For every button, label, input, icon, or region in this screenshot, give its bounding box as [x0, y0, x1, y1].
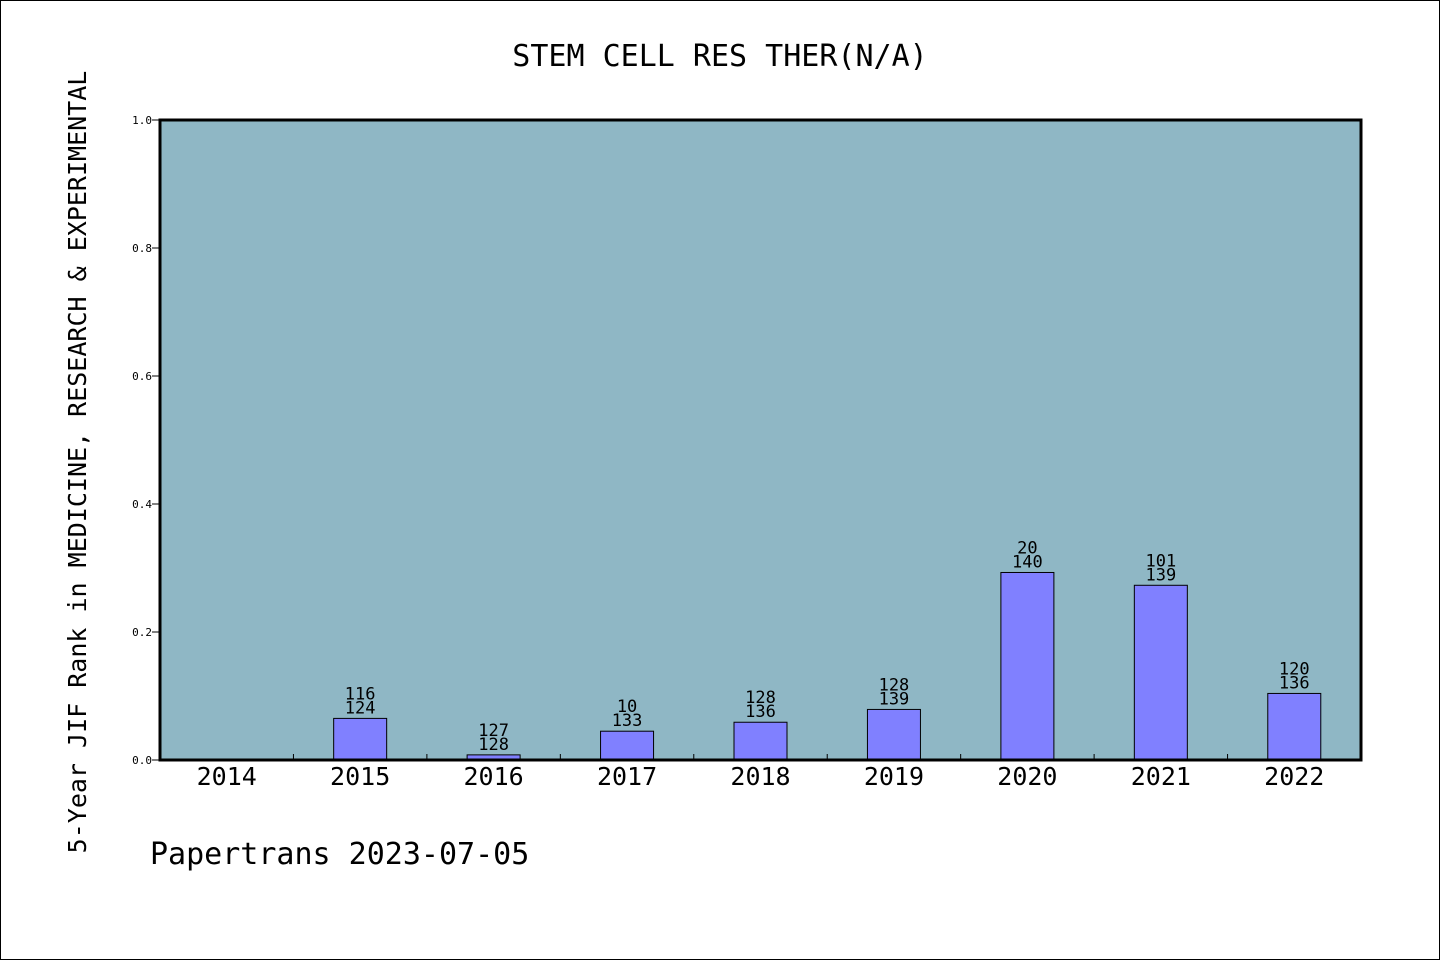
x-tick-label: 2015 [330, 762, 390, 791]
bar-label-total: 140 [1012, 552, 1043, 572]
bars-group [333, 571, 1322, 761]
x-tick-label: 2021 [1131, 762, 1191, 791]
bar-label-total: 139 [879, 689, 910, 709]
x-tick-label: 2020 [997, 762, 1057, 791]
x-axis-labels: 2014 2015 2016 2017 2018 2019 2020 2021 2022 [197, 762, 1325, 791]
bar-label-total: 136 [1279, 673, 1310, 693]
bar-label-rank: 128 [879, 675, 910, 695]
x-tick-label: 2016 [464, 762, 524, 791]
bar-2021 [1133, 584, 1188, 761]
bar-label-rank: 128 [745, 688, 776, 708]
bar-2017 [600, 730, 655, 761]
bar-2015 [333, 717, 388, 761]
x-tick-label: 2022 [1264, 762, 1324, 791]
x-tick-label: 2014 [197, 762, 257, 791]
x-tick-label: 2019 [864, 762, 924, 791]
footer-text: Papertrans 2023-07-05 [150, 837, 529, 872]
bar-label-rank: 127 [478, 721, 509, 741]
bar-label-total: 139 [1145, 565, 1176, 585]
y-axis-ticks: 0.0 0.2 0.4 0.6 0.8 1.0 [132, 114, 160, 767]
plot-frame [158, 118, 1363, 762]
bar-label-rank: 101 [1145, 551, 1176, 571]
y-tick-label: 0.2 [132, 626, 152, 639]
x-tick-label: 2018 [730, 762, 790, 791]
bar-2020 [1000, 571, 1055, 761]
x-tick-label: 2017 [597, 762, 657, 791]
y-tick-label: 0.8 [132, 242, 152, 255]
bar-label-total: 128 [478, 735, 509, 755]
bar-label-rank: 116 [345, 684, 376, 704]
y-tick-label: 0.0 [132, 754, 152, 767]
y-tick-label: 1.0 [132, 114, 152, 127]
bar-2022 [1267, 692, 1322, 761]
bar-label-rank: 20 [1017, 538, 1037, 558]
bar-label-rank: 120 [1279, 659, 1310, 679]
bar-label-rank: 10 [617, 697, 637, 717]
bar-2018 [733, 721, 788, 761]
bar-label-total: 133 [612, 711, 643, 731]
chart-title: STEM CELL RES THER(N/A) [512, 39, 927, 74]
bar-2019 [866, 708, 921, 761]
y-tick-label: 0.4 [132, 498, 152, 511]
bar-label-total: 136 [745, 702, 776, 722]
y-axis-label: 5-Year JIF Rank in MEDICINE, RESEARCH & … [63, 71, 92, 854]
y-tick-label: 0.6 [132, 370, 152, 383]
bar-label-total: 124 [345, 698, 376, 718]
